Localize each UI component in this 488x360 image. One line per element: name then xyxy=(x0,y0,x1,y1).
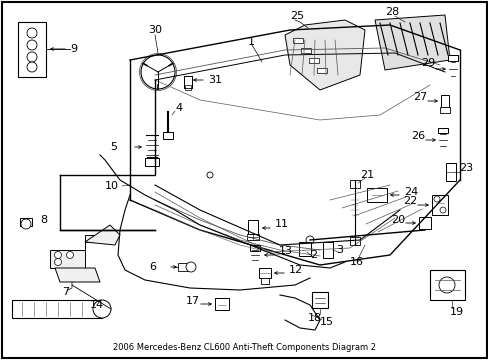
Circle shape xyxy=(433,196,439,202)
Circle shape xyxy=(27,52,37,62)
Text: 3: 3 xyxy=(335,245,342,255)
Circle shape xyxy=(438,277,454,293)
Polygon shape xyxy=(50,235,100,268)
Circle shape xyxy=(439,207,445,213)
Text: 13: 13 xyxy=(279,246,292,256)
Text: 19: 19 xyxy=(449,307,463,317)
Bar xyxy=(298,242,310,256)
Bar xyxy=(308,58,318,63)
Bar xyxy=(349,180,359,188)
Circle shape xyxy=(27,28,37,38)
Polygon shape xyxy=(374,15,449,70)
Circle shape xyxy=(66,252,73,258)
Bar xyxy=(163,132,173,139)
Polygon shape xyxy=(85,225,120,245)
Text: 24: 24 xyxy=(403,187,417,197)
Text: 28: 28 xyxy=(384,7,398,17)
Bar xyxy=(183,76,192,88)
Bar xyxy=(316,68,326,73)
Bar xyxy=(292,38,303,43)
Circle shape xyxy=(305,236,313,244)
Text: 4: 4 xyxy=(175,103,182,113)
Bar xyxy=(247,220,258,234)
Bar xyxy=(366,188,386,202)
Circle shape xyxy=(93,300,111,318)
Text: 27: 27 xyxy=(412,92,426,102)
Text: 6: 6 xyxy=(149,262,156,272)
Text: 30: 30 xyxy=(148,25,162,35)
Text: 25: 25 xyxy=(289,11,304,21)
Circle shape xyxy=(27,62,37,72)
Text: 17: 17 xyxy=(185,296,200,306)
Text: 8: 8 xyxy=(40,215,47,225)
Bar xyxy=(431,195,447,215)
Bar xyxy=(429,270,464,300)
Text: 2006 Mercedes-Benz CL600 Anti-Theft Components Diagram 2: 2006 Mercedes-Benz CL600 Anti-Theft Comp… xyxy=(113,343,375,352)
Circle shape xyxy=(206,172,213,178)
Bar xyxy=(437,128,447,133)
Bar xyxy=(323,242,332,258)
Circle shape xyxy=(185,262,196,272)
Text: 14: 14 xyxy=(90,300,104,310)
Circle shape xyxy=(21,219,31,229)
Polygon shape xyxy=(55,268,100,282)
Circle shape xyxy=(141,55,175,89)
Bar xyxy=(12,300,102,318)
Text: 20: 20 xyxy=(390,215,404,225)
Bar xyxy=(18,22,46,77)
Text: 9: 9 xyxy=(70,44,77,54)
Text: 10: 10 xyxy=(105,181,119,191)
Bar xyxy=(440,95,448,107)
Text: 21: 21 xyxy=(359,170,373,180)
Bar xyxy=(178,263,187,271)
Bar xyxy=(447,55,457,61)
Text: 29: 29 xyxy=(420,58,434,68)
Text: 22: 22 xyxy=(402,196,416,206)
Text: 7: 7 xyxy=(62,287,69,297)
Bar xyxy=(259,268,270,278)
Text: 16: 16 xyxy=(349,257,363,267)
Bar xyxy=(445,163,455,181)
Bar xyxy=(215,298,228,310)
Text: 26: 26 xyxy=(410,131,424,141)
Circle shape xyxy=(27,40,37,50)
Bar xyxy=(311,292,327,308)
Circle shape xyxy=(54,252,61,258)
Bar xyxy=(246,234,259,240)
Bar xyxy=(418,217,430,229)
Bar xyxy=(145,158,159,166)
Bar xyxy=(301,48,310,53)
Text: 15: 15 xyxy=(319,317,333,327)
Text: 12: 12 xyxy=(288,265,303,275)
Bar xyxy=(261,278,268,284)
Bar xyxy=(20,218,32,226)
Text: 31: 31 xyxy=(207,75,222,85)
Text: 2: 2 xyxy=(309,250,317,260)
Text: 5: 5 xyxy=(110,142,117,152)
Text: 1: 1 xyxy=(247,37,254,47)
Bar xyxy=(349,237,359,245)
Text: 11: 11 xyxy=(274,219,288,229)
Circle shape xyxy=(54,258,61,266)
Bar xyxy=(249,245,260,251)
Bar xyxy=(439,107,449,113)
Polygon shape xyxy=(285,20,364,90)
Bar xyxy=(184,85,191,90)
Text: 18: 18 xyxy=(307,313,322,323)
Text: 23: 23 xyxy=(458,163,472,173)
